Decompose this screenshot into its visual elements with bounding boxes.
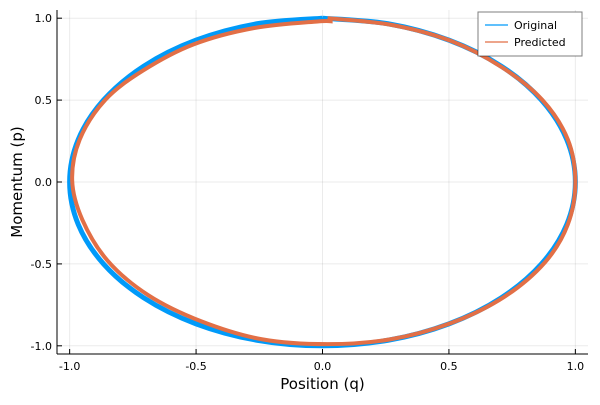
- y-tick-label: -0.5: [31, 258, 52, 271]
- x-axis-title: Position (q): [280, 375, 364, 393]
- y-tick-label: -1.0: [31, 340, 52, 353]
- x-tick-label: 0.0: [314, 360, 332, 373]
- legend-box: [477, 11, 583, 57]
- ticks: -1.0 -0.5 0.0 0.5 1.0 -1.0 -0.5 0.0 0.5 1.0: [31, 12, 585, 373]
- y-axis-title: Momentum (p): [8, 126, 26, 237]
- y-tick-label: 0.0: [35, 176, 53, 189]
- x-tick-label: -1.0: [59, 360, 80, 373]
- y-tick-label: 0.5: [35, 94, 53, 107]
- x-tick-label: 1.0: [567, 360, 585, 373]
- series-line-predicted: [70, 16, 578, 347]
- series: [67, 15, 578, 349]
- legend-label-predicted: Predicted: [514, 36, 566, 49]
- x-tick-label: -0.5: [185, 360, 206, 373]
- legend-label-original: Original: [514, 19, 557, 32]
- y-tick-label: 1.0: [35, 12, 53, 25]
- x-tick-label: 0.5: [440, 360, 458, 373]
- legend: Original Predicted: [477, 11, 583, 57]
